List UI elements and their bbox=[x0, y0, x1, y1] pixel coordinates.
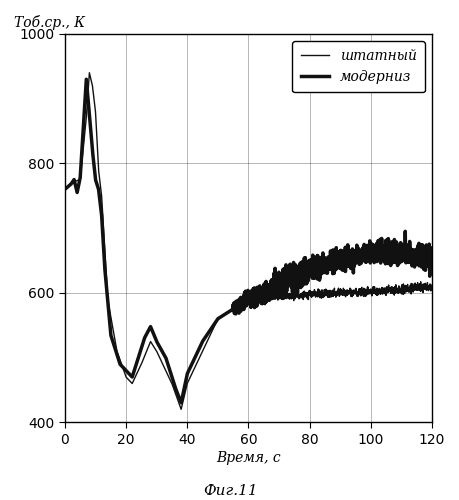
Legend: штатный, модерниз: штатный, модерниз bbox=[292, 41, 424, 92]
Text: Фиг.11: Фиг.11 bbox=[202, 484, 257, 498]
X-axis label: Время, с: Время, с bbox=[216, 451, 280, 465]
Text: Тоб.ср., К: Тоб.ср., К bbox=[13, 15, 84, 30]
